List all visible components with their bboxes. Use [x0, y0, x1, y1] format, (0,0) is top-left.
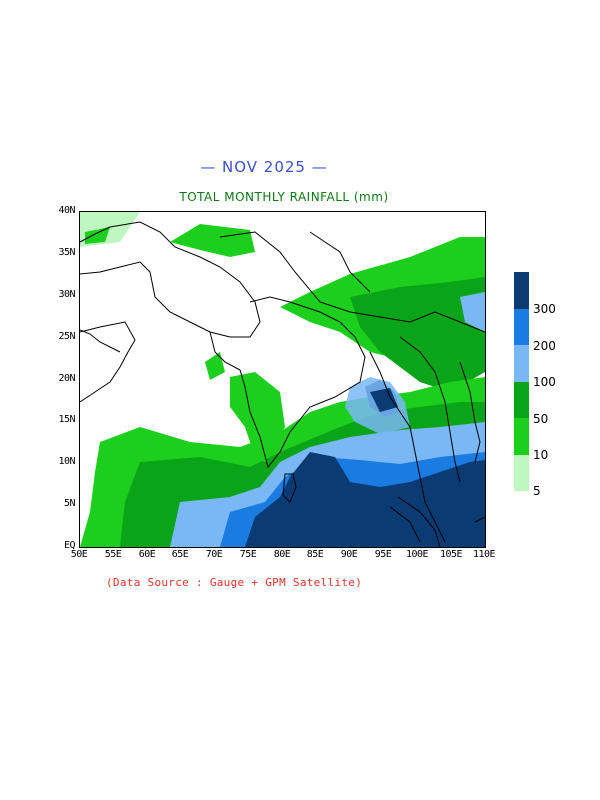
- legend-label: 10: [533, 448, 549, 462]
- legend-label: 200: [533, 339, 556, 353]
- rain-green-afghan: [85, 227, 110, 244]
- lon-label: 105E: [439, 549, 463, 560]
- lat-label: 5N: [63, 498, 76, 509]
- coastlines: [80, 221, 485, 547]
- lon-label: 70E: [205, 549, 223, 560]
- rainfall-map: [79, 211, 486, 548]
- lon-label: 60E: [138, 549, 156, 560]
- lat-label: 40N: [58, 205, 75, 216]
- lat-label: 20N: [58, 373, 75, 384]
- lon-label: 85E: [306, 549, 324, 560]
- lon-label: 50E: [70, 549, 88, 560]
- rain-darkgreen-ne: [350, 277, 485, 392]
- map-subtitle: TOTAL MONTHLY RAINFALL (mm): [179, 190, 389, 204]
- lon-label: 100E: [405, 549, 429, 560]
- legend-swatch: [514, 454, 529, 491]
- legend-swatch: [514, 345, 529, 382]
- lat-label: 15N: [58, 414, 75, 425]
- legend-swatch: [514, 381, 529, 418]
- rain-green-nw: [170, 224, 255, 257]
- rainfall-shading: [80, 212, 485, 547]
- lat-label: 10N: [58, 456, 75, 467]
- lat-label: 25N: [58, 331, 75, 342]
- month-title: — NOV 2025 —: [200, 158, 328, 176]
- lon-label: 55E: [104, 549, 122, 560]
- lon-label: 95E: [374, 549, 392, 560]
- rain-green-gujarat: [205, 352, 225, 380]
- legend-label: 300: [533, 302, 556, 316]
- rain-navy-bay-core: [370, 388, 398, 412]
- legend-label: 100: [533, 375, 556, 389]
- rain-green-deccan: [230, 372, 285, 462]
- lon-label: 75E: [239, 549, 257, 560]
- lat-label: 30N: [58, 289, 75, 300]
- lon-label: 110E: [472, 549, 496, 560]
- lon-label: 65E: [171, 549, 189, 560]
- lat-label: 35N: [58, 247, 75, 258]
- data-source-note: (Data Source : Gauge + GPM Satellite): [106, 576, 363, 589]
- legend-swatch: [514, 308, 529, 345]
- rain-navy-ocean: [245, 452, 485, 547]
- legend-swatch: [514, 272, 529, 309]
- rainfall-map-canvas: [80, 212, 485, 547]
- legend-label: 50: [533, 412, 549, 426]
- rainfall-legend: [514, 272, 529, 491]
- lon-label: 80E: [273, 549, 291, 560]
- lat-label: EQ: [63, 540, 76, 551]
- lon-label: 90E: [340, 549, 358, 560]
- legend-swatch: [514, 418, 529, 455]
- rain-lightblue-ne: [460, 292, 485, 332]
- legend-label: 5: [533, 484, 541, 498]
